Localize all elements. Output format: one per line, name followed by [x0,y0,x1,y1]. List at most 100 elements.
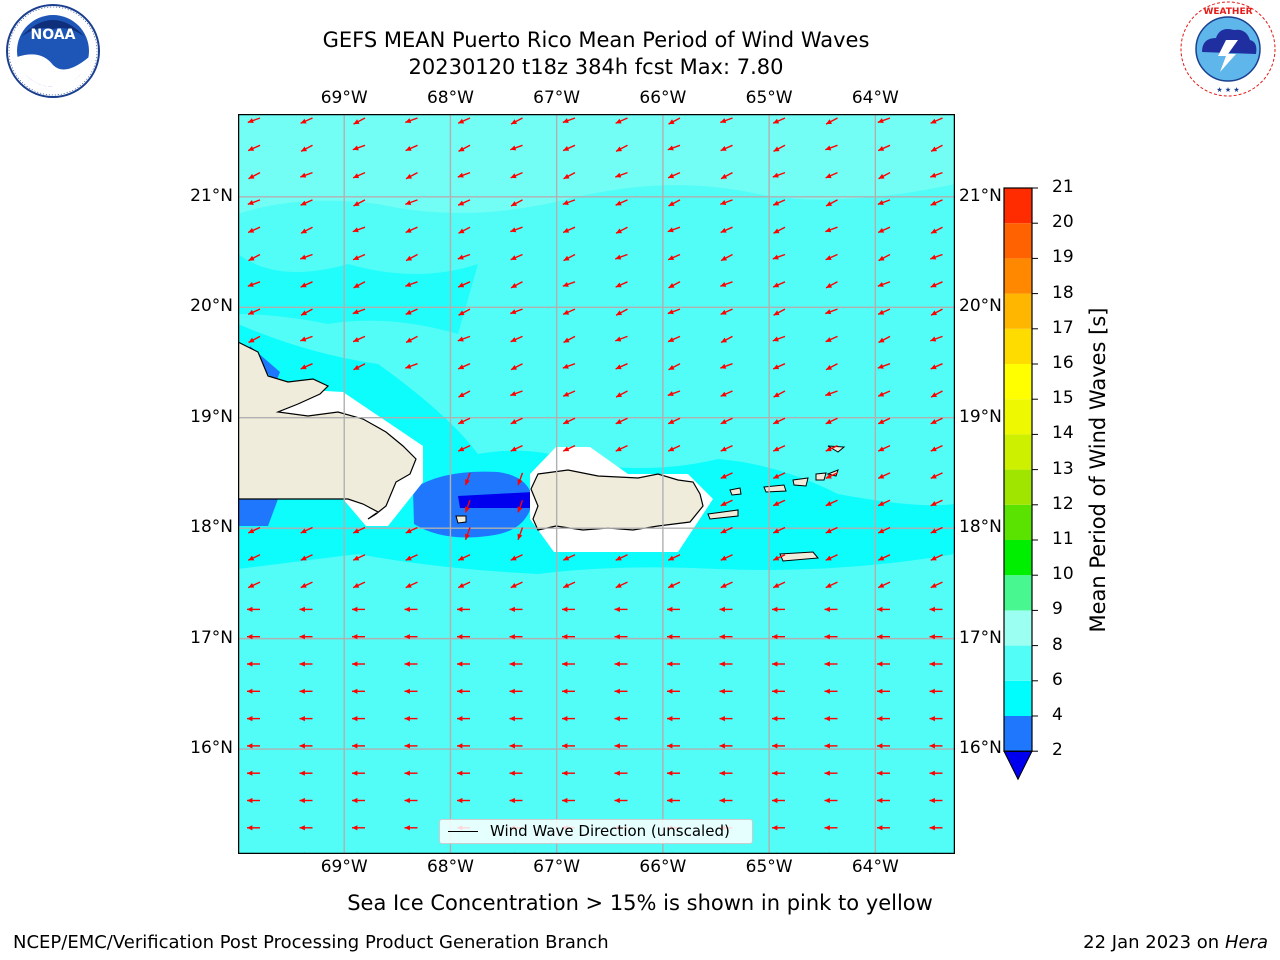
wind-wave-arrow [825,253,838,261]
wind-wave-arrow [720,499,733,507]
wind-wave-arrow [247,743,260,749]
wind-wave-arrow [719,606,733,613]
wind-wave-arrow [772,117,786,124]
wind-wave-arrow [877,363,891,369]
land-puerto-rico [530,469,704,531]
wind-wave-arrow [930,417,943,425]
wind-wave-arrow [614,715,628,722]
wind-wave-arrow [667,797,680,804]
wind-wave-arrow [300,281,313,288]
wind-wave-arrow [405,526,418,534]
wind-wave-arrow [353,363,366,371]
wind-wave-arrow [772,444,786,452]
wind-wave-arrow [405,199,418,206]
wind-wave-arrow [877,444,891,452]
wind-wave-arrow [877,499,891,507]
wind-wave-arrow [352,797,365,804]
period-zone-light [238,114,955,214]
period-zone-short-west [238,499,278,526]
wind-wave-arrow [299,825,313,831]
land-st-croix [779,551,819,562]
wind-wave-arrow [353,117,366,125]
wind-wave-arrow [352,688,365,694]
wind-wave-arrow [825,554,838,561]
wind-wave-arrow [929,825,943,831]
colorbar-tick-label: 8 [1052,634,1063,655]
wind-wave-arrow [668,117,681,125]
wind-wave-arrow [457,253,471,260]
wind-wave-arrow [667,606,680,613]
wind-wave-arrow [247,144,261,152]
wind-wave-arrow [825,526,838,534]
lat-label-right: 21°N [959,185,1002,206]
wind-wave-arrow [877,743,890,749]
wind-wave-arrow [300,226,313,234]
wind-wave-arrow [825,444,838,452]
lat-label-left: 19°N [190,406,233,427]
wind-wave-arrow [614,797,628,804]
lat-label-left: 18°N [190,517,233,538]
wind-wave-arrow [457,417,471,425]
wind-wave-arrow [510,117,523,125]
wind-wave-arrow [825,581,838,589]
wind-wave-arrow [877,526,891,534]
wind-wave-arrow [825,171,838,179]
wind-wave-arrow [614,661,628,667]
wind-wave-arrow [720,363,733,369]
wind-wave-arrow [825,226,838,233]
lat-label-right: 20°N [959,296,1002,317]
wind-wave-arrow [719,688,733,694]
svg-text:★ ★ ★: ★ ★ ★ [1216,86,1239,94]
lon-label-top: 69°W [320,88,368,108]
lon-label-top: 65°W [745,88,793,108]
wind-wave-arrow [510,253,523,261]
wind-wave-arrow [300,363,313,370]
wind-wave-arrow [720,308,733,316]
wind-wave-arrow [458,308,471,316]
wind-wave-arrow [404,743,418,749]
wind-wave-arrow [930,171,943,178]
wind-wave-arrow [772,581,786,589]
wind-wave-arrow [562,743,575,749]
wind-wave-arrow [509,634,523,640]
wind-wave-arrow [772,825,785,831]
wind-wave-arrow [825,117,838,125]
wind-wave-arrow [772,417,786,425]
wind-wave-arrow [458,226,471,234]
wind-wave-arrow [773,226,786,234]
wind-wave-arrow [457,581,471,589]
wind-wave-arrow [930,526,943,534]
wind-wave-arrow [247,199,261,206]
wind-wave-arrow [929,770,943,776]
wind-wave-arrow [772,472,786,480]
wind-wave-arrow [510,281,523,289]
wind-wave-arrow [878,335,891,344]
wind-wave-arrow [667,417,681,425]
colorbar-tick-label: 12 [1052,493,1074,514]
legend-label: Wind Wave Direction (unscaled) [490,822,730,840]
wind-wave-arrow [878,253,891,262]
wind-wave-arrow [457,688,470,694]
wind-wave-arrow [720,144,733,152]
wind-wave-arrow [825,335,838,343]
wind-wave-arrow [509,715,523,722]
wind-wave-arrow [772,526,786,534]
wind-wave-arrow [720,226,733,234]
machine-name: Hera [1224,932,1268,953]
wind-wave-arrow [825,499,838,507]
wind-wave-arrow [510,144,523,151]
wind-wave-arrow [248,253,261,262]
wind-wave-arrow [247,825,260,831]
map-plot [238,114,955,854]
wind-wave-arrow [667,335,681,343]
wind-wave-arrow [248,335,261,344]
wind-wave-arrow [457,606,470,613]
colorbar-segment [1004,575,1032,611]
wind-wave-arrow [404,606,418,613]
wind-wave-arrow [510,308,523,315]
wind-wave-arrow [352,661,365,667]
wind-wave-arrow [930,472,943,480]
wind-wave-arrow [824,715,838,722]
colorbar-segment [1004,434,1032,470]
wind-wave-arrow [772,770,785,776]
